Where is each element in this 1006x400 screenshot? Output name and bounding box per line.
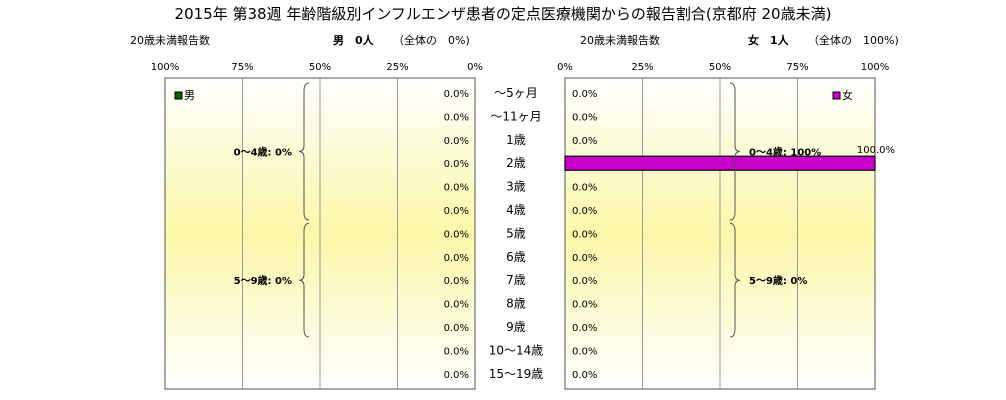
- legend-swatch: [832, 91, 841, 100]
- value-label: 0.0%: [572, 112, 597, 123]
- value-label: 0.0%: [572, 183, 597, 194]
- group-brace: [729, 222, 741, 338]
- group-label: 5〜9歳: 0%: [749, 274, 807, 287]
- value-label: 0.0%: [572, 136, 597, 147]
- value-label: 0.0%: [572, 370, 597, 381]
- age-label: 7歳: [506, 273, 526, 287]
- group-label: 5〜9歳: 0%: [234, 274, 292, 287]
- value-label: 0.0%: [444, 229, 469, 240]
- value-label: 0.0%: [444, 136, 469, 147]
- group-label: 0〜4歳: 0%: [234, 146, 292, 159]
- value-label: 0.0%: [572, 229, 597, 240]
- age-label: 6歳: [506, 250, 526, 264]
- group-brace: [298, 222, 310, 338]
- value-label: 0.0%: [444, 276, 469, 287]
- value-label: 0.0%: [444, 370, 469, 381]
- x-tick-label: 50%: [709, 62, 731, 73]
- value-label: 0.0%: [444, 89, 469, 100]
- age-label: 10〜14歳: [489, 343, 544, 357]
- group-brace: [729, 82, 741, 221]
- value-label: 0.0%: [572, 346, 597, 357]
- value-label: 0.0%: [444, 206, 469, 217]
- x-tick-label: 25%: [386, 62, 408, 73]
- age-label: 〜11ヶ月: [490, 109, 541, 123]
- value-label: 0.0%: [444, 159, 469, 170]
- chart-title: 2015年 第38週 年齢階級別インフルエンザ患者の定点医療機関からの報告割合(…: [175, 5, 832, 23]
- group-label: 0〜4歳: 100%: [749, 146, 821, 159]
- plot-border: [564, 77, 876, 390]
- female-report-label: 20歳未満報告数: [580, 34, 660, 47]
- value-label: 0.0%: [572, 253, 597, 264]
- age-label: 8歳: [506, 297, 526, 311]
- value-label: 0.0%: [444, 253, 469, 264]
- x-tick-label: 75%: [786, 62, 808, 73]
- bar-2歳: [564, 155, 876, 171]
- group-brace: [298, 82, 310, 221]
- x-tick-label: 25%: [631, 62, 653, 73]
- age-category-labels: 〜5ヶ月〜11ヶ月 1歳 2歳 3歳 4歳 5歳 6歳 7歳 8歳 9歳 10〜14歳 15〜19歳: [489, 86, 544, 381]
- age-label: 〜5ヶ月: [494, 86, 538, 100]
- value-label: 0.0%: [444, 183, 469, 194]
- age-label: 2歳: [506, 156, 526, 170]
- value-label: 0.0%: [444, 112, 469, 123]
- value-label: 0.0%: [572, 300, 597, 311]
- legend-label: 女: [842, 88, 853, 102]
- female-panel: 0% 25% 50% 75% 100% 0.0% 0.0% 0.0% 100.0% 0.0% 0.0…: [557, 62, 895, 390]
- male-count-label: 男 0人: [333, 33, 375, 47]
- plot-border: [164, 77, 476, 390]
- age-label: 4歳: [506, 203, 526, 217]
- legend-swatch: [174, 91, 183, 100]
- age-label: 1歳: [506, 133, 526, 147]
- value-label: 100.0%: [857, 145, 895, 156]
- legend-label: 男: [184, 89, 195, 102]
- male-panel: 100% 75% 50% 25% 0% 0.0% 0.0% 0.0% 0.0% 0.0% 0.0% 0…: [151, 62, 483, 390]
- value-label: 0.0%: [444, 323, 469, 334]
- value-label: 0.0%: [444, 346, 469, 357]
- female-share-label: （全体の 100%): [808, 33, 899, 47]
- x-tick-label: 0%: [467, 62, 483, 73]
- x-tick-label: 100%: [151, 62, 180, 73]
- value-label: 0.0%: [572, 89, 597, 100]
- age-label: 3歳: [506, 180, 526, 194]
- age-label: 15〜19歳: [489, 367, 544, 381]
- x-tick-label: 0%: [557, 62, 573, 73]
- x-tick-label: 50%: [309, 62, 331, 73]
- age-label: 9歳: [506, 320, 526, 334]
- x-tick-label: 100%: [861, 62, 890, 73]
- male-share-label: （全体の 0%): [393, 33, 470, 47]
- value-label: 0.0%: [572, 323, 597, 334]
- age-label: 5歳: [506, 226, 526, 240]
- female-count-label: 女 1人: [748, 33, 790, 47]
- value-label: 0.0%: [572, 276, 597, 287]
- value-label: 0.0%: [444, 300, 469, 311]
- x-tick-label: 75%: [231, 62, 253, 73]
- value-label: 0.0%: [572, 206, 597, 217]
- male-report-label: 20歳未満報告数: [130, 34, 210, 47]
